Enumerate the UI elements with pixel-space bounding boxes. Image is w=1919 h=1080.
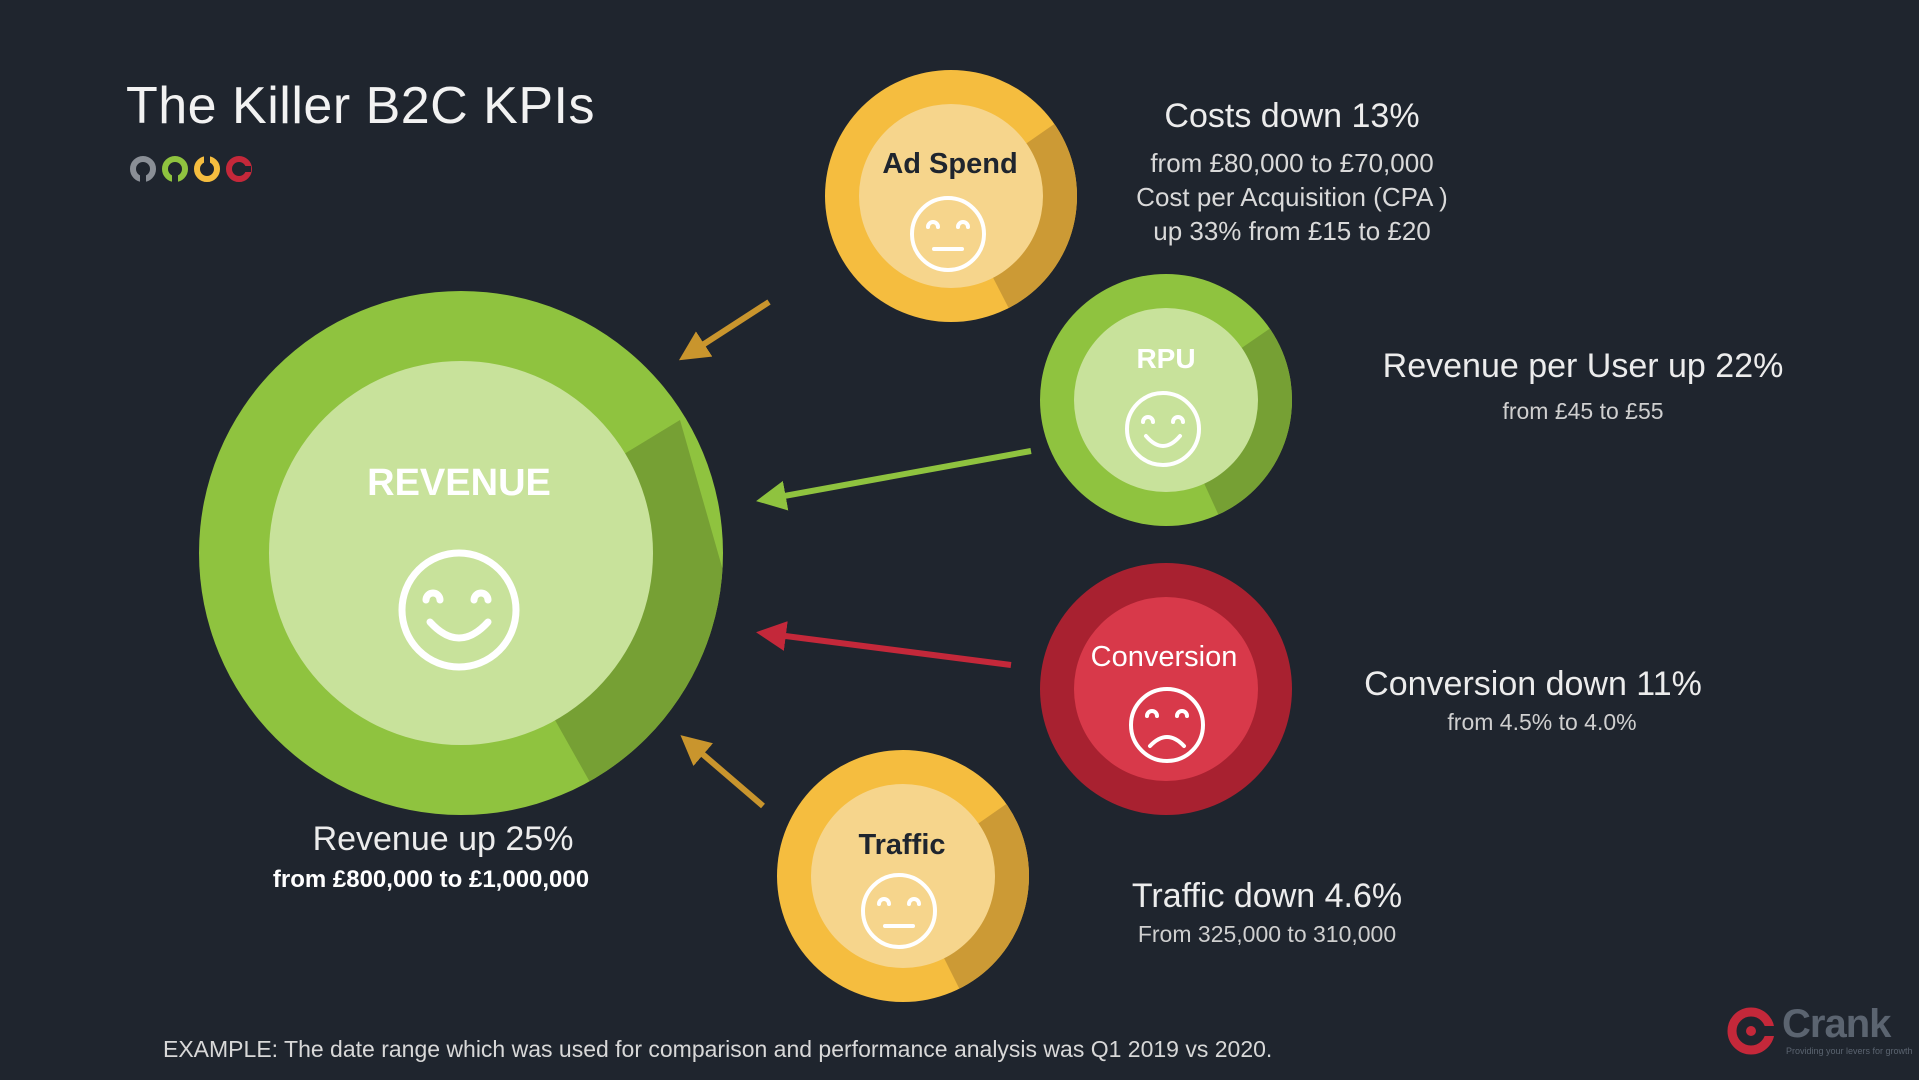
conversion-sad-face-icon	[1129, 687, 1205, 763]
ad-spend-neutral-face-icon	[910, 196, 986, 272]
conversion-detail: from 4.5% to 4.0%	[1447, 709, 1637, 735]
crank-logo-icon	[1727, 1007, 1775, 1055]
conversion-circle	[1040, 563, 1292, 815]
revenue-detail: from £800,000 to £1,000,000	[272, 866, 590, 893]
ad-spend-detail-1: from £80,000 to £70,000	[1150, 148, 1434, 178]
rpu-smiley-icon	[1125, 391, 1201, 467]
conversion-headline: Conversion down 11%	[1364, 665, 1702, 703]
traffic-circle	[777, 750, 1029, 1002]
rpu-circle	[1040, 274, 1292, 526]
rpu-label: RPU	[1136, 343, 1196, 374]
revenue-smiley-icon	[398, 549, 520, 671]
amber-ring-icon	[194, 155, 220, 182]
rpu-arrow	[756, 448, 1032, 511]
gray-ring-icon	[130, 156, 156, 182]
traffic-detail: From 325,000 to 310,000	[1137, 921, 1397, 947]
ad-spend-headline: Costs down 13%	[1164, 97, 1420, 135]
ad-spend-detail-2: Cost per Acquisition (CPA )	[1136, 182, 1448, 212]
footer-note: EXAMPLE: The date range which was used f…	[163, 1036, 1273, 1062]
crank-logo: Crank Providing your levers for growth	[1724, 1002, 1914, 1062]
conversion-arrow	[756, 621, 1012, 668]
ad-spend-detail-3: up 33% from £15 to £20	[1153, 216, 1431, 246]
red-ring-icon	[226, 156, 252, 182]
page-title: The Killer B2C KPIs	[126, 77, 595, 135]
traffic-arrow	[680, 735, 765, 809]
rpu-headline: Revenue per User up 22%	[1382, 347, 1784, 385]
ad-spend-circle	[825, 70, 1077, 322]
rag-status-icons	[130, 155, 252, 182]
green-ring-icon	[162, 156, 188, 182]
revenue-circle	[199, 291, 723, 815]
traffic-label: Traffic	[858, 829, 946, 861]
rpu-detail: from £45 to £55	[1502, 398, 1664, 424]
traffic-neutral-face-icon	[861, 873, 937, 949]
ad-spend-label: Ad Spend	[882, 148, 1018, 180]
brand-name: Crank	[1782, 1002, 1891, 1046]
brand-tagline: Providing your levers for growth	[1786, 1046, 1913, 1056]
conversion-label: Conversion	[1090, 641, 1238, 673]
revenue-label: REVENUE	[367, 462, 551, 504]
traffic-headline: Traffic down 4.6%	[1131, 877, 1403, 915]
revenue-headline: Revenue up 25%	[312, 820, 574, 858]
ad-spend-arrow	[678, 299, 771, 361]
